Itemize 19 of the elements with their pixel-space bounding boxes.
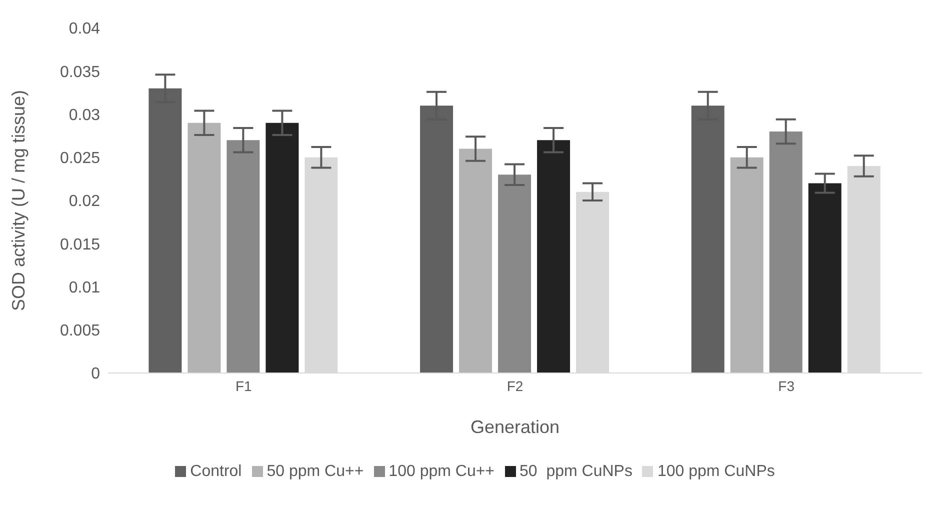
legend-label: 100 ppm CuNPs bbox=[657, 463, 775, 480]
x-tick-label: F3 bbox=[778, 378, 795, 394]
legend-label: 100 ppm Cu++ bbox=[388, 463, 495, 480]
x-axis-title: Generation bbox=[470, 417, 560, 437]
y-tick-label: 0.04 bbox=[68, 20, 100, 38]
y-tick-label: 0.01 bbox=[68, 279, 100, 296]
y-tick-label: 0.03 bbox=[68, 106, 100, 124]
y-tick-label: 0.015 bbox=[60, 236, 100, 254]
y-tick-label: 0.005 bbox=[60, 322, 100, 340]
y-tick-label: 0.035 bbox=[60, 64, 100, 81]
legend-label: 50 ppm Cu++ bbox=[266, 463, 364, 480]
legend-label: Control bbox=[190, 463, 242, 480]
y-tick-label: 0.02 bbox=[68, 193, 100, 210]
y-tick-label: 0.025 bbox=[60, 150, 100, 168]
y-axis-title: SOD activity (U / mg tissue) bbox=[8, 90, 28, 312]
x-tick-label: F2 bbox=[506, 378, 524, 394]
y-tick-label: 0 bbox=[91, 366, 100, 383]
legend-label: 50 ppm CuNPs bbox=[520, 463, 632, 480]
x-tick-label: F1 bbox=[235, 378, 252, 394]
